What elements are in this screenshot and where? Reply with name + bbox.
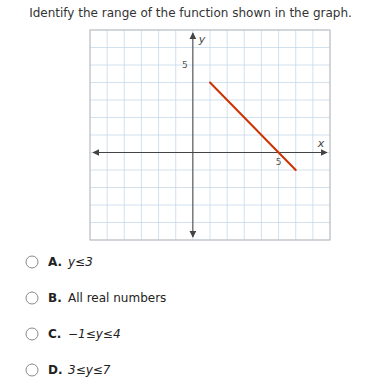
grid xyxy=(90,30,330,240)
answer-choice[interactable]: D. 3≤y≤7 xyxy=(26,363,111,377)
grid-line-y xyxy=(90,65,330,66)
grid-line-x xyxy=(192,30,193,240)
choice-text: All real numbers xyxy=(68,291,166,305)
radio-button[interactable] xyxy=(26,328,38,340)
choice-label: C. xyxy=(48,327,61,341)
answer-choice[interactable]: C. −1≤y≤4 xyxy=(26,327,121,341)
choice-text: −1≤y≤4 xyxy=(68,327,121,341)
choice-text: 3≤y≤7 xyxy=(68,363,111,377)
choice-label: B. xyxy=(48,291,62,305)
chart: Identify the range of the function shown… xyxy=(0,0,381,392)
radio-button[interactable] xyxy=(26,256,38,268)
x-axis-label: x xyxy=(317,137,325,150)
axis-number-label: 5 xyxy=(182,60,188,70)
grid-line-y xyxy=(90,205,330,206)
x-axis xyxy=(93,152,327,153)
answer-choice[interactable]: A. y≤3 xyxy=(26,255,93,269)
answer-choice[interactable]: B. All real numbers xyxy=(26,291,166,305)
grid-line-y xyxy=(90,152,330,153)
title: Identify the range of the function shown… xyxy=(29,6,352,20)
choice-text: y≤3 xyxy=(67,255,93,269)
grid-line-y xyxy=(90,222,330,223)
line-segment xyxy=(210,83,296,171)
grid-line-y xyxy=(90,117,330,118)
y-axis-label: y xyxy=(198,33,206,46)
radio-button[interactable] xyxy=(26,292,38,304)
grid-line-y xyxy=(90,47,330,48)
plot-background xyxy=(90,30,330,240)
grid-line-y xyxy=(90,100,330,101)
axis-number-label: 5 xyxy=(276,157,282,167)
grid-line-y xyxy=(90,187,330,188)
grid-line-y xyxy=(90,135,330,136)
plot-marks xyxy=(210,83,296,171)
y-axis xyxy=(192,33,193,237)
radio-button[interactable] xyxy=(26,364,38,376)
choice-label: D. xyxy=(48,363,63,377)
choice-label: A. xyxy=(48,255,62,269)
plot-frame xyxy=(90,30,330,240)
